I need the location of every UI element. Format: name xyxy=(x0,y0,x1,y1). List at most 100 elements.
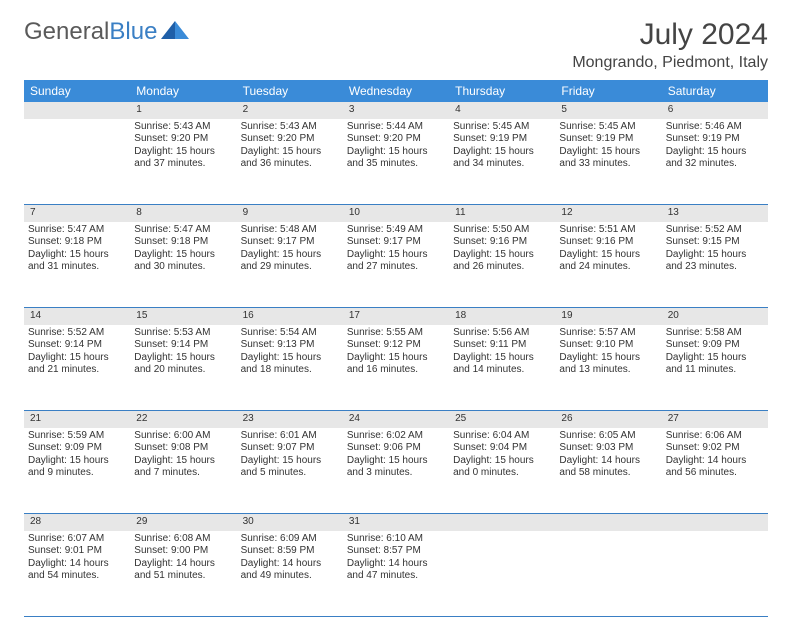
page-header: GeneralBlue July 2024 Mongrando, Piedmon… xyxy=(24,18,768,72)
sunrise-text: Sunrise: 5:44 AM xyxy=(347,121,445,134)
daylight-text: and 21 minutes. xyxy=(28,364,126,377)
sunset-text: Sunset: 9:19 PM xyxy=(453,133,551,146)
logo-triangle-icon xyxy=(161,18,189,46)
daylight-text: and 33 minutes. xyxy=(559,158,657,171)
daylight-text: Daylight: 15 hours xyxy=(241,455,339,468)
sunrise-text: Sunrise: 5:57 AM xyxy=(559,327,657,340)
day-cell: Sunrise: 5:49 AMSunset: 9:17 PMDaylight:… xyxy=(343,222,449,308)
day-number: 29 xyxy=(130,514,236,531)
day-number: 6 xyxy=(662,102,768,119)
daylight-text: Daylight: 14 hours xyxy=(666,455,764,468)
daylight-text: and 47 minutes. xyxy=(347,570,445,583)
sunset-text: Sunset: 9:16 PM xyxy=(559,236,657,249)
day-cell: Sunrise: 5:57 AMSunset: 9:10 PMDaylight:… xyxy=(555,325,661,411)
daylight-text: Daylight: 15 hours xyxy=(28,455,126,468)
day-cell: Sunrise: 5:45 AMSunset: 9:19 PMDaylight:… xyxy=(555,119,661,205)
day-cell: Sunrise: 5:45 AMSunset: 9:19 PMDaylight:… xyxy=(449,119,555,205)
sunset-text: Sunset: 9:09 PM xyxy=(28,442,126,455)
sunrise-text: Sunrise: 5:54 AM xyxy=(241,327,339,340)
sunrise-text: Sunrise: 5:59 AM xyxy=(28,430,126,443)
daylight-text: Daylight: 15 hours xyxy=(453,352,551,365)
day-number: 22 xyxy=(130,411,236,428)
daylight-text: Daylight: 15 hours xyxy=(134,146,232,159)
daylight-text: and 23 minutes. xyxy=(666,261,764,274)
day-number: 8 xyxy=(130,205,236,222)
sunset-text: Sunset: 9:06 PM xyxy=(347,442,445,455)
day-number: 17 xyxy=(343,308,449,325)
daylight-text: and 18 minutes. xyxy=(241,364,339,377)
sunset-text: Sunset: 9:16 PM xyxy=(453,236,551,249)
sunset-text: Sunset: 9:20 PM xyxy=(134,133,232,146)
sunset-text: Sunset: 9:14 PM xyxy=(134,339,232,352)
daylight-text: Daylight: 15 hours xyxy=(666,146,764,159)
day-cell: Sunrise: 6:07 AMSunset: 9:01 PMDaylight:… xyxy=(24,531,130,617)
day-number: 16 xyxy=(237,308,343,325)
daylight-text: and 26 minutes. xyxy=(453,261,551,274)
day-cell: Sunrise: 6:02 AMSunset: 9:06 PMDaylight:… xyxy=(343,428,449,514)
daylight-text: Daylight: 14 hours xyxy=(28,558,126,571)
sunset-text: Sunset: 9:07 PM xyxy=(241,442,339,455)
day-number: 26 xyxy=(555,411,661,428)
sunset-text: Sunset: 9:14 PM xyxy=(28,339,126,352)
day-number: 30 xyxy=(237,514,343,531)
daylight-text: and 27 minutes. xyxy=(347,261,445,274)
sunrise-text: Sunrise: 6:00 AM xyxy=(134,430,232,443)
day-cell: Sunrise: 5:51 AMSunset: 9:16 PMDaylight:… xyxy=(555,222,661,308)
daynum-row: 78910111213 xyxy=(24,205,768,222)
daylight-text: and 11 minutes. xyxy=(666,364,764,377)
sunset-text: Sunset: 9:13 PM xyxy=(241,339,339,352)
daylight-text: Daylight: 15 hours xyxy=(241,352,339,365)
daylight-text: Daylight: 15 hours xyxy=(347,352,445,365)
day-cell: Sunrise: 6:04 AMSunset: 9:04 PMDaylight:… xyxy=(449,428,555,514)
brand-logo: GeneralBlue xyxy=(24,18,189,46)
daylight-text: and 35 minutes. xyxy=(347,158,445,171)
day-number: 3 xyxy=(343,102,449,119)
daylight-text: Daylight: 15 hours xyxy=(347,455,445,468)
day-header: Monday xyxy=(130,80,236,102)
daylight-text: and 54 minutes. xyxy=(28,570,126,583)
daylight-text: Daylight: 15 hours xyxy=(559,249,657,262)
daylight-text: and 49 minutes. xyxy=(241,570,339,583)
sunset-text: Sunset: 9:11 PM xyxy=(453,339,551,352)
day-cell: Sunrise: 5:47 AMSunset: 9:18 PMDaylight:… xyxy=(130,222,236,308)
sunrise-text: Sunrise: 5:43 AM xyxy=(241,121,339,134)
daylight-text: Daylight: 15 hours xyxy=(453,455,551,468)
sunrise-text: Sunrise: 6:06 AM xyxy=(666,430,764,443)
daylight-text: Daylight: 15 hours xyxy=(134,455,232,468)
sunset-text: Sunset: 9:18 PM xyxy=(134,236,232,249)
day-header: Wednesday xyxy=(343,80,449,102)
day-number: 19 xyxy=(555,308,661,325)
week-row: Sunrise: 5:52 AMSunset: 9:14 PMDaylight:… xyxy=(24,325,768,411)
daylight-text: Daylight: 15 hours xyxy=(28,249,126,262)
daylight-text: and 0 minutes. xyxy=(453,467,551,480)
day-number: 15 xyxy=(130,308,236,325)
week-row: Sunrise: 5:59 AMSunset: 9:09 PMDaylight:… xyxy=(24,428,768,514)
sunrise-text: Sunrise: 6:10 AM xyxy=(347,533,445,546)
daylight-text: and 7 minutes. xyxy=(134,467,232,480)
day-number: 31 xyxy=(343,514,449,531)
brand-text-part1: General xyxy=(24,18,109,46)
day-header-row: Sunday Monday Tuesday Wednesday Thursday… xyxy=(24,80,768,102)
day-number: 4 xyxy=(449,102,555,119)
day-cell: Sunrise: 6:01 AMSunset: 9:07 PMDaylight:… xyxy=(237,428,343,514)
sunrise-text: Sunrise: 5:55 AM xyxy=(347,327,445,340)
day-cell: Sunrise: 6:08 AMSunset: 9:00 PMDaylight:… xyxy=(130,531,236,617)
sunset-text: Sunset: 9:04 PM xyxy=(453,442,551,455)
day-cell: Sunrise: 5:52 AMSunset: 9:15 PMDaylight:… xyxy=(662,222,768,308)
week-row: Sunrise: 6:07 AMSunset: 9:01 PMDaylight:… xyxy=(24,531,768,617)
brand-text-part2: Blue xyxy=(109,18,157,46)
daylight-text: and 36 minutes. xyxy=(241,158,339,171)
sunset-text: Sunset: 9:00 PM xyxy=(134,545,232,558)
daylight-text: Daylight: 15 hours xyxy=(347,249,445,262)
sunset-text: Sunset: 8:57 PM xyxy=(347,545,445,558)
daylight-text: Daylight: 15 hours xyxy=(453,249,551,262)
day-header: Saturday xyxy=(662,80,768,102)
sunset-text: Sunset: 9:10 PM xyxy=(559,339,657,352)
day-cell xyxy=(555,531,661,617)
daynum-row: 21222324252627 xyxy=(24,411,768,428)
sunset-text: Sunset: 9:03 PM xyxy=(559,442,657,455)
day-number xyxy=(555,514,661,531)
daylight-text: and 58 minutes. xyxy=(559,467,657,480)
day-number: 5 xyxy=(555,102,661,119)
day-cell: Sunrise: 5:54 AMSunset: 9:13 PMDaylight:… xyxy=(237,325,343,411)
